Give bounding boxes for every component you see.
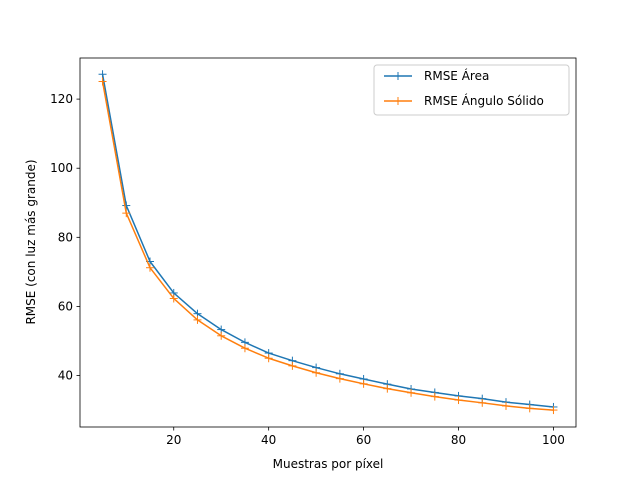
y-tick-label: 60 <box>58 299 73 313</box>
data-point <box>264 354 273 363</box>
data-point <box>430 392 439 401</box>
data-point <box>501 401 510 410</box>
legend-item: RMSE Ángulo Sólido <box>384 93 544 108</box>
data-point <box>98 77 107 86</box>
data-point <box>312 368 321 377</box>
data-point <box>407 388 416 397</box>
data-point <box>240 344 249 353</box>
x-tick-label: 20 <box>166 433 181 447</box>
data-point <box>146 263 155 272</box>
axes-layer: 20 40 60 80 100 40 60 80 100 120 <box>50 57 577 447</box>
series-layer <box>98 70 558 415</box>
y-tick-label: 80 <box>58 230 73 244</box>
y-tick-label: 100 <box>50 161 73 175</box>
x-tick-label: 80 <box>451 433 466 447</box>
data-point <box>454 396 463 405</box>
legend-box <box>373 64 570 116</box>
data-point <box>193 315 202 324</box>
x-axis-label: Muestras por píxel <box>273 457 384 471</box>
axes-frame <box>79 57 577 428</box>
y-tick-label: 120 <box>50 92 73 106</box>
data-point <box>335 374 344 383</box>
data-point <box>217 331 226 340</box>
x-tick-label: 40 <box>261 433 276 447</box>
series-line <box>101 74 554 408</box>
data-point <box>169 294 178 303</box>
series-2 <box>98 77 558 415</box>
data-point <box>122 201 131 210</box>
legend-item: RMSE Área <box>384 68 489 83</box>
x-tick-label: 100 <box>542 433 565 447</box>
data-point <box>525 404 534 413</box>
legend-label: RMSE Ángulo Sólido <box>424 93 544 108</box>
series-1 <box>98 70 558 411</box>
data-point <box>359 379 368 388</box>
data-point <box>478 398 487 407</box>
data-point <box>549 406 558 415</box>
data-point <box>383 384 392 393</box>
y-axis-label: RMSE (con luz más grande) <box>24 159 38 324</box>
y-tick-label: 40 <box>58 369 73 383</box>
legend-label: RMSE Área <box>424 68 489 83</box>
data-point <box>98 70 107 79</box>
legend: RMSE Área RMSE Ángulo Sólido <box>373 64 570 116</box>
data-point <box>288 361 297 370</box>
series-line <box>101 81 554 411</box>
data-point <box>122 209 131 218</box>
x-tick-label: 60 <box>356 433 371 447</box>
